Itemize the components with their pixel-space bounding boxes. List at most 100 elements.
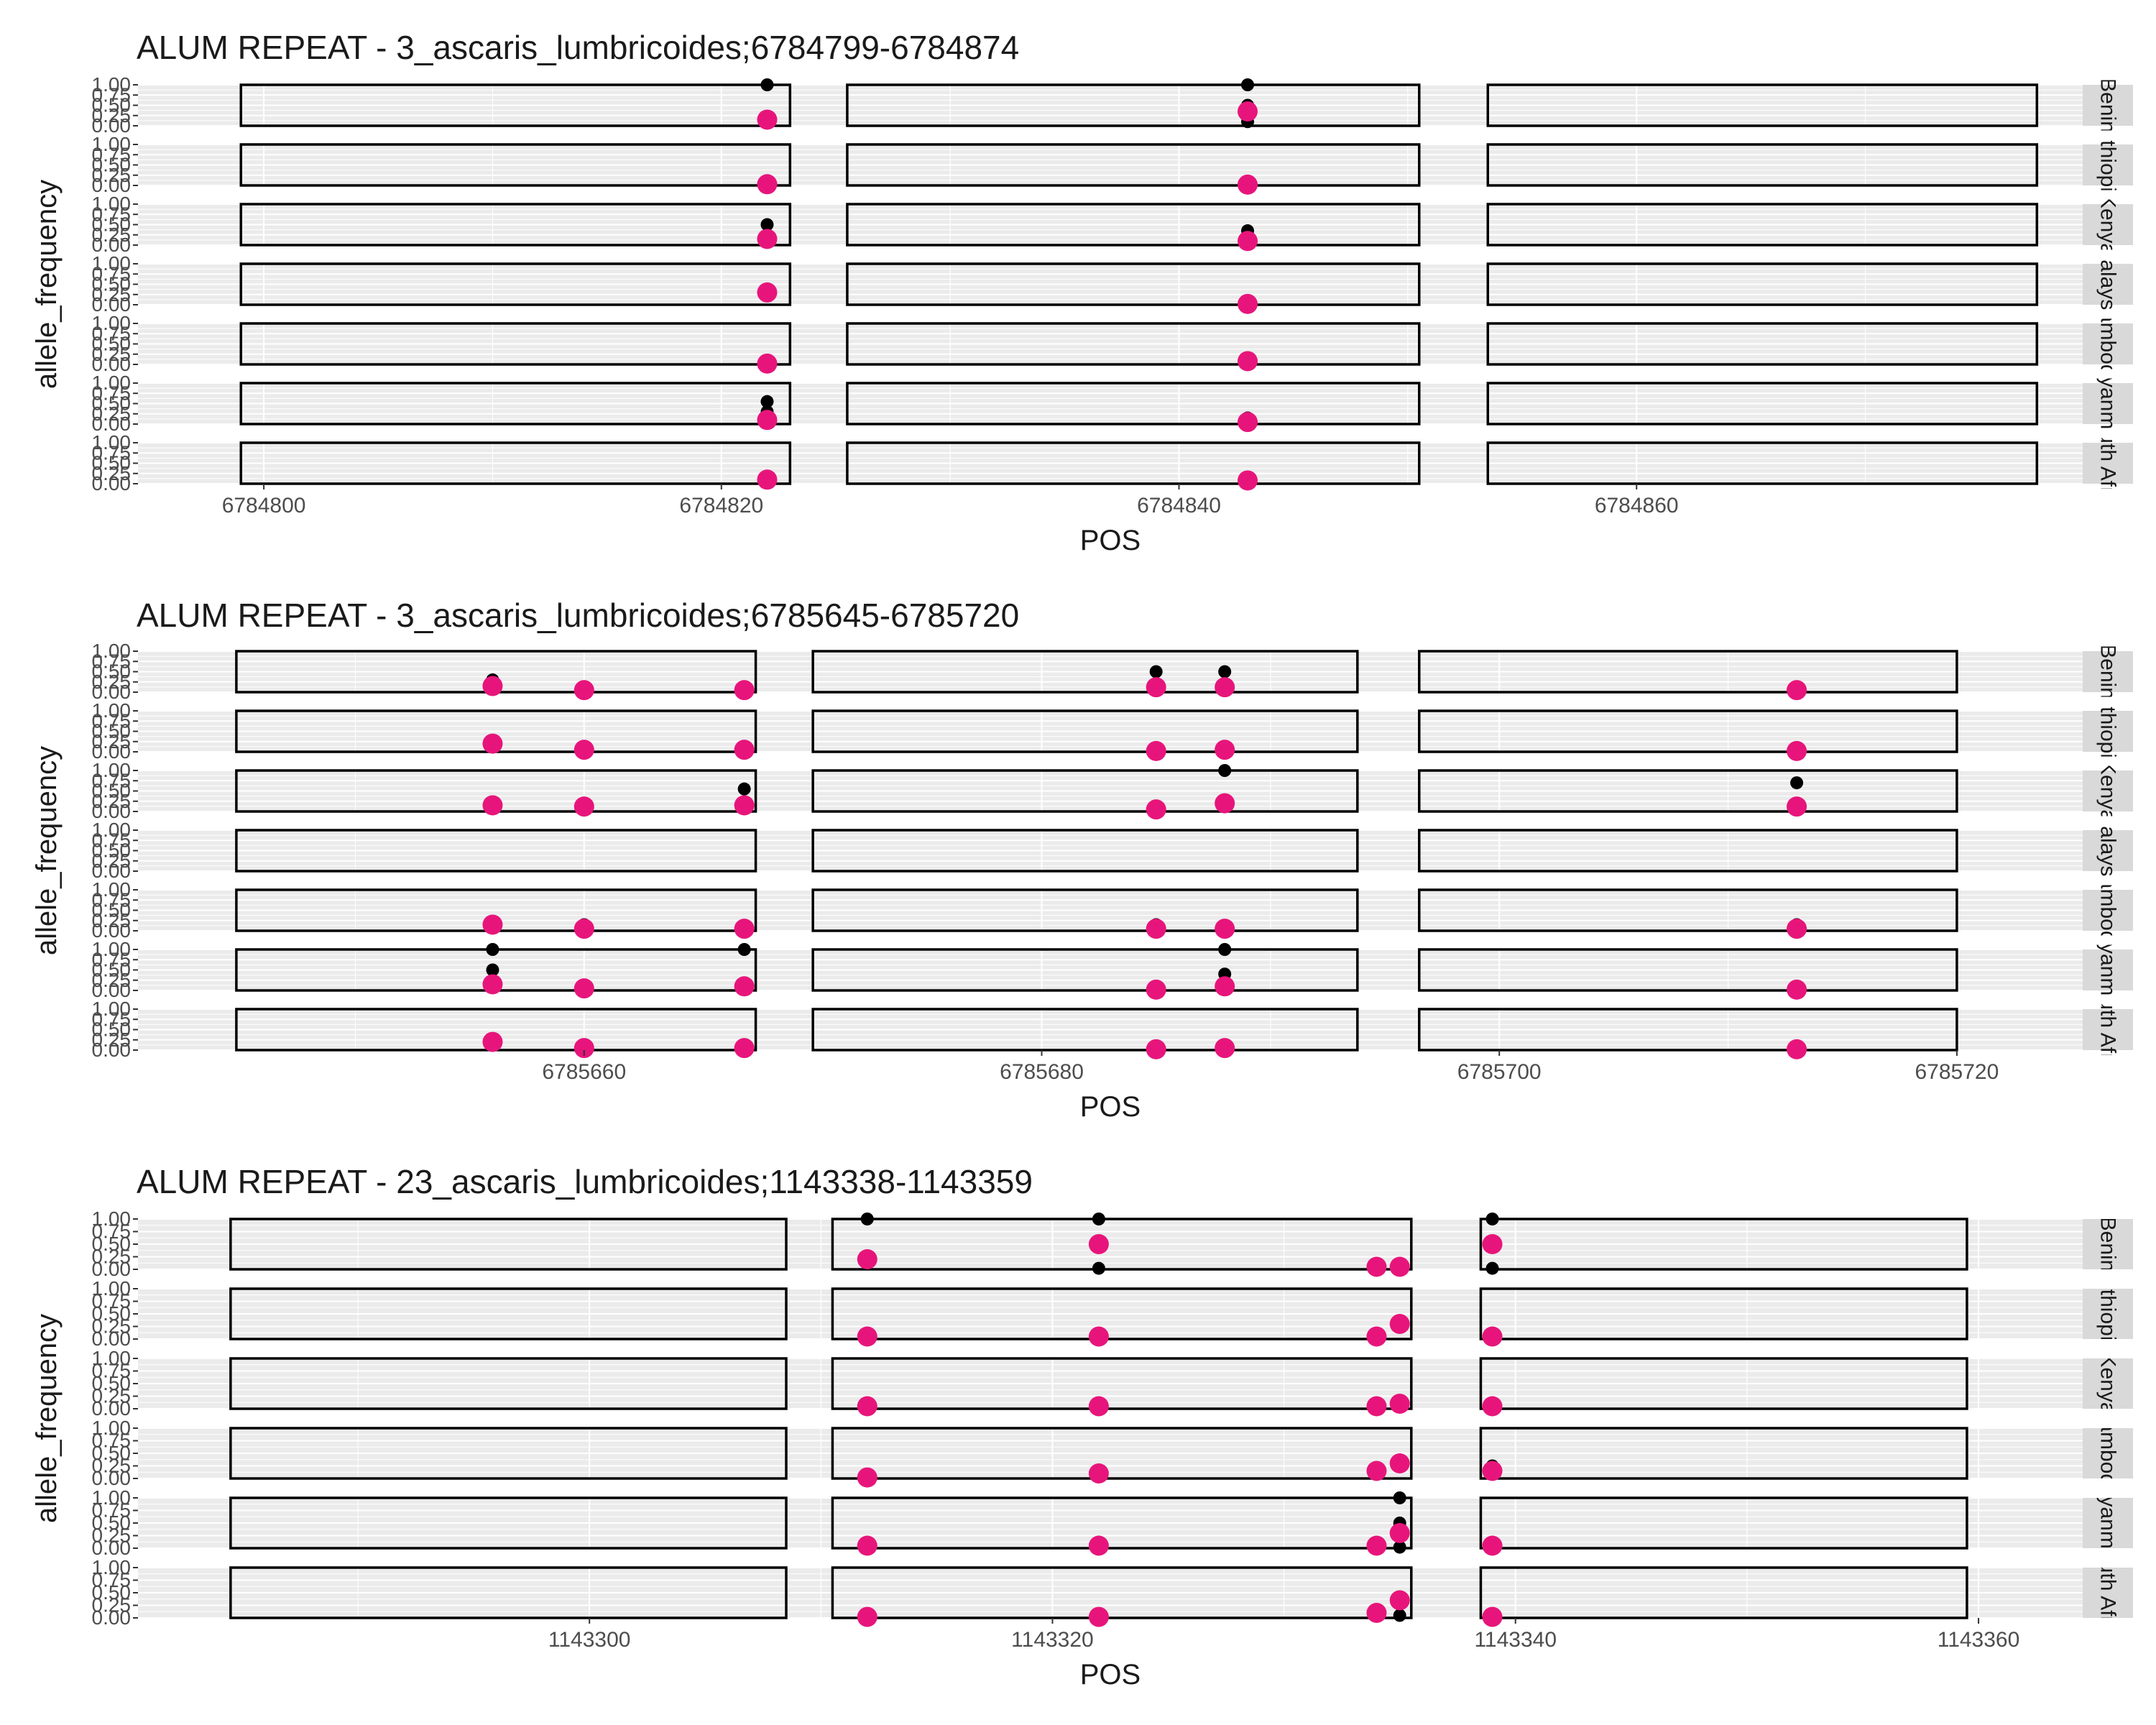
y-tick-label: 0.75 xyxy=(92,650,132,672)
facet-strip-label: Benin xyxy=(2096,78,2120,133)
y-tick-label: 0.25 xyxy=(92,164,132,186)
facet-strip: Kenya xyxy=(2083,194,2133,255)
y-tick-label: 0.75 xyxy=(92,948,132,970)
y-tick-label: 0.75 xyxy=(92,441,132,464)
repeat-region-box xyxy=(811,888,1359,932)
y-tick-label: 0.50 xyxy=(92,213,132,236)
y-tick-label: 0.50 xyxy=(92,94,132,116)
facet-strip-background xyxy=(2083,144,2133,185)
point-pink xyxy=(757,410,778,431)
point-pink xyxy=(1215,793,1235,814)
point-pink xyxy=(1088,1234,1109,1254)
point-pink xyxy=(482,733,503,754)
point-black xyxy=(486,943,499,956)
point-pink xyxy=(1088,1535,1109,1556)
x-tick-label: 1143340 xyxy=(1474,1628,1557,1652)
facet-strip-background xyxy=(2083,770,2133,811)
x-axis-label: POS xyxy=(1080,1659,1141,1690)
point-pink xyxy=(1215,1038,1235,1059)
facet-strip-background xyxy=(2083,1428,2133,1478)
y-tick-label: 1.00 xyxy=(92,1277,132,1300)
repeat-region-box xyxy=(1486,382,2039,426)
repeat-region-box xyxy=(1486,203,2039,247)
x-axis-label: POS xyxy=(1080,1091,1141,1123)
point-pink xyxy=(757,353,778,374)
repeat-region-box xyxy=(831,1427,1413,1480)
point-black xyxy=(1790,776,1804,790)
point-pink xyxy=(757,282,778,303)
repeat-region-box xyxy=(811,709,1359,753)
y-tick-label: 0.25 xyxy=(92,1524,132,1547)
y-tick-label: 0.50 xyxy=(92,1302,132,1325)
facet-panel: 0.000.250.500.751.00 Cambodia xyxy=(92,1417,2133,1489)
facet-panel: 0.000.250.500.751.00 Malaysia xyxy=(92,819,2133,882)
y-tick-label: 0.00 xyxy=(92,681,132,703)
point-black xyxy=(737,782,751,796)
point-pink xyxy=(1366,1460,1387,1481)
facet-strip-label: Myanmar xyxy=(2096,359,2120,448)
y-tick-label: 0.25 xyxy=(92,462,132,484)
point-pink xyxy=(482,1031,503,1052)
y-tick-label: 1.00 xyxy=(92,640,132,662)
y-tick-label: 0.00 xyxy=(92,800,132,822)
point-pink xyxy=(734,740,755,760)
repeat-region-box xyxy=(1418,888,1958,932)
x-tick-label: 6784800 xyxy=(222,494,306,518)
repeat-region-box xyxy=(1479,1496,1968,1550)
y-tick-label: 0.50 xyxy=(92,840,132,862)
facet-strip: Myanmar xyxy=(2083,945,2133,995)
point-pink xyxy=(1787,919,1807,939)
facet-strip: Malaysia xyxy=(2083,259,2133,310)
y-axis-label: allele_frequency xyxy=(31,1314,63,1523)
facet-strip-label: Benin xyxy=(2096,1217,2120,1272)
point-pink xyxy=(1088,1396,1109,1417)
repeat-region-box xyxy=(811,650,1359,694)
repeat-region-box xyxy=(811,1008,1359,1052)
y-tick-label: 0.25 xyxy=(92,671,132,693)
y-tick-label: 1.00 xyxy=(92,998,132,1020)
point-pink xyxy=(573,1038,594,1059)
point-black xyxy=(1241,78,1255,91)
repeat-region-box xyxy=(1479,1218,1968,1271)
y-tick-label: 1.00 xyxy=(92,878,132,901)
y-tick-label: 0.50 xyxy=(92,661,132,683)
facet-strip-label: South Africa xyxy=(2096,972,2120,1088)
chart-title: ALUM REPEAT - 3_ascaris_lumbricoides;678… xyxy=(137,29,1019,66)
point-pink xyxy=(857,1396,877,1417)
y-tick-label: 0.00 xyxy=(92,740,132,763)
facet-strip-background xyxy=(2083,890,2133,931)
y-tick-label: 1.00 xyxy=(92,372,132,394)
y-tick-label: 0.50 xyxy=(92,959,132,981)
facet-panel: 0.000.250.500.751.00 South Africa xyxy=(92,1556,2133,1629)
point-pink xyxy=(1238,470,1258,491)
x-tick-label: 1143320 xyxy=(1011,1628,1094,1652)
y-tick-label: 0.00 xyxy=(92,174,132,196)
y-tick-label: 0.50 xyxy=(92,154,132,176)
facet-strip-background xyxy=(2083,204,2133,245)
chart-2: ALUM REPEAT - 3_ascaris_lumbricoides;678… xyxy=(31,597,2133,1123)
point-pink xyxy=(482,914,503,935)
facet-panel: 0.000.250.500.751.00 Benin xyxy=(92,640,2133,703)
repeat-region-box xyxy=(1418,948,1958,992)
point-black xyxy=(1485,1261,1499,1275)
facet-strip-background xyxy=(2083,323,2133,364)
facet-strip-label: Benin xyxy=(2096,644,2120,699)
y-tick-label: 1.00 xyxy=(92,312,132,334)
y-tick-label: 0.25 xyxy=(92,1385,132,1407)
facet-strip-label: Ethiopia xyxy=(2096,692,2120,770)
repeat-region-box xyxy=(239,143,792,187)
point-pink xyxy=(482,676,503,696)
repeat-region-box xyxy=(1418,769,1958,813)
facet-strip: Benin xyxy=(2083,644,2133,699)
facet-strip: Benin xyxy=(2083,1217,2133,1272)
repeat-region-box xyxy=(239,203,792,247)
y-tick-label: 0.75 xyxy=(92,143,132,165)
facet-strip-background xyxy=(2083,949,2133,990)
point-pink xyxy=(857,1606,877,1627)
y-tick-label: 0.50 xyxy=(92,1233,132,1255)
facet-strip-label: Kenya xyxy=(2096,194,2120,255)
y-tick-label: 0.75 xyxy=(92,203,132,225)
point-pink xyxy=(1146,919,1166,939)
point-pink xyxy=(734,919,755,939)
point-pink xyxy=(1238,101,1258,122)
